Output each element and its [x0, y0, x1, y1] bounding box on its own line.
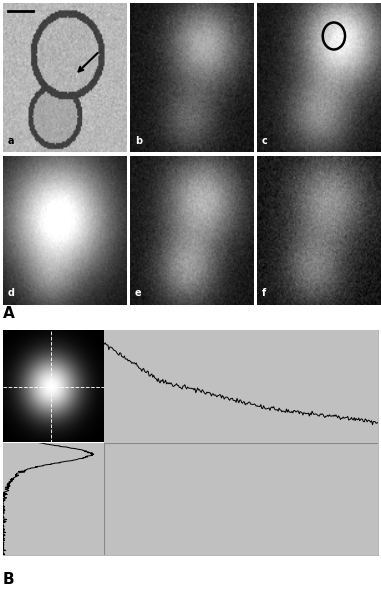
Text: b: b: [135, 136, 142, 145]
Text: f: f: [262, 288, 266, 299]
Text: B: B: [3, 571, 14, 587]
Text: a: a: [8, 136, 14, 145]
Text: d: d: [8, 288, 15, 299]
Text: A: A: [3, 307, 15, 321]
Text: c: c: [262, 136, 268, 145]
Text: e: e: [135, 288, 142, 299]
